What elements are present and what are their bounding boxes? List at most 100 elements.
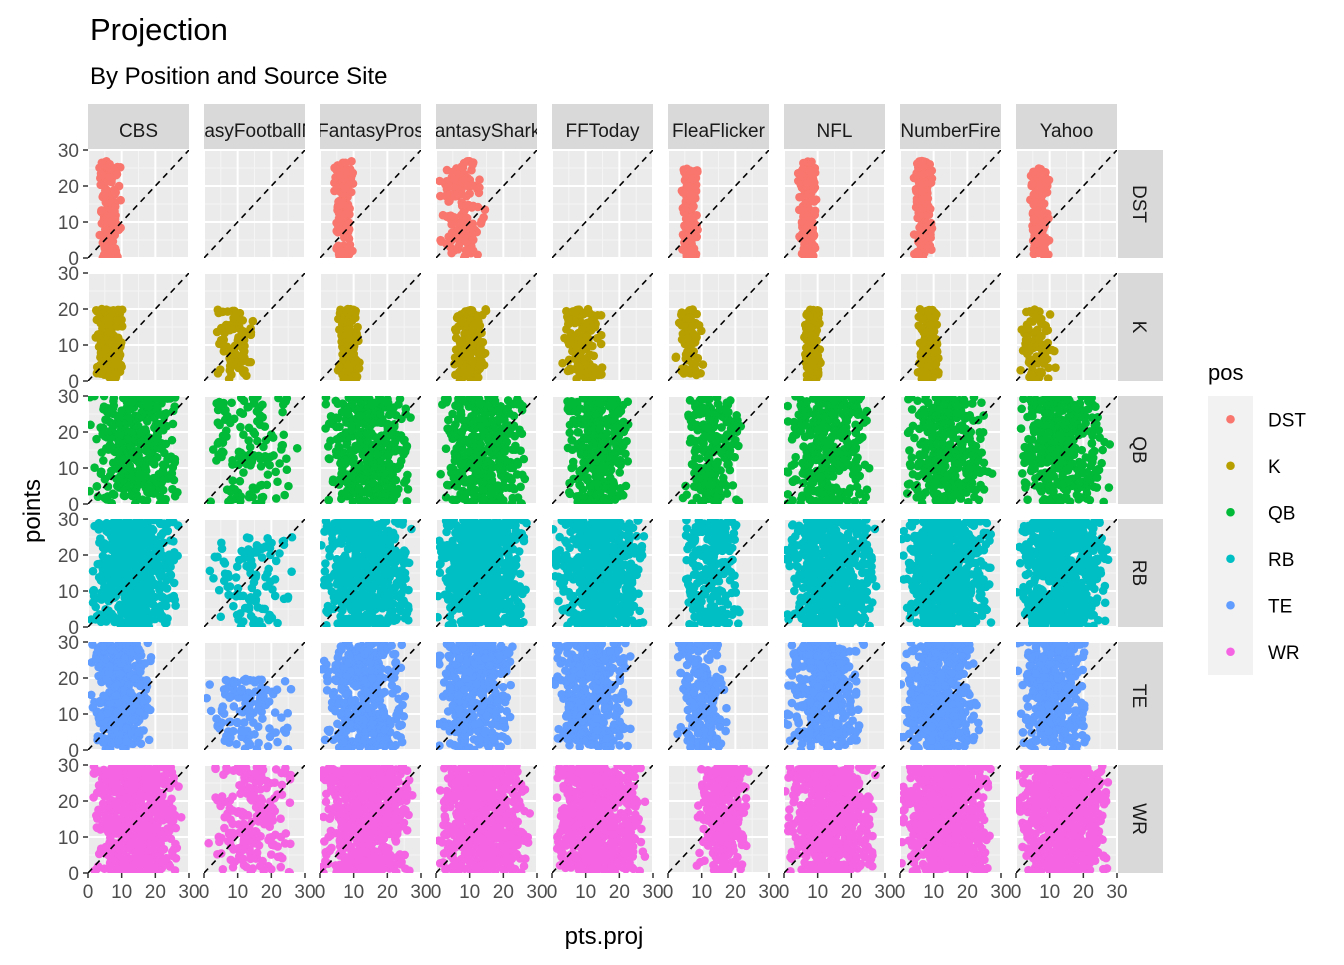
scatter-point	[468, 325, 477, 334]
scatter-point	[101, 356, 110, 365]
scatter-point	[597, 433, 606, 442]
scatter-point	[578, 442, 587, 451]
scatter-point	[589, 465, 598, 474]
scatter-point	[687, 214, 696, 223]
scatter-point	[227, 398, 236, 407]
scatter-point	[447, 469, 456, 478]
scatter-point	[346, 446, 355, 455]
scatter-point	[510, 485, 519, 494]
scatter-point	[970, 393, 979, 402]
scatter-point	[593, 417, 602, 426]
scatter-point	[511, 445, 520, 454]
scatter-point	[168, 485, 177, 494]
scatter-point	[100, 190, 109, 199]
scatter-point	[86, 393, 95, 402]
scatter-point	[686, 247, 695, 256]
scatter-point	[925, 169, 934, 178]
scatter-point	[264, 470, 273, 479]
scatter-point	[611, 455, 620, 464]
scatter-point	[343, 326, 352, 335]
scatter-point	[261, 452, 270, 461]
scatter-point	[218, 447, 227, 456]
scatter-point	[591, 410, 600, 419]
scatter-point	[790, 418, 799, 427]
facet-panel	[668, 150, 769, 262]
scatter-point	[518, 470, 527, 479]
scatter-point	[609, 393, 618, 402]
scatter-point	[580, 309, 589, 318]
scatter-point	[109, 397, 118, 406]
facet-strip-label: DST	[1128, 185, 1149, 223]
scatter-point	[488, 418, 497, 427]
scatter-point	[384, 459, 393, 468]
scatter-point	[236, 408, 245, 417]
scatter-point	[494, 481, 503, 490]
scatter-point	[374, 498, 383, 507]
scatter-point	[815, 319, 824, 328]
scatter-point	[161, 495, 170, 504]
scatter-point	[783, 402, 792, 411]
scatter-point	[339, 315, 348, 324]
scatter-point	[244, 403, 253, 412]
scatter-point	[791, 392, 800, 401]
scatter-point	[343, 492, 352, 501]
scatter-point	[822, 424, 831, 433]
facet-panel	[204, 392, 305, 508]
facet-panel	[1016, 150, 1117, 260]
scatter-point	[468, 160, 477, 169]
scatter-point	[682, 350, 691, 359]
scatter-point	[711, 436, 720, 445]
scatter-point	[927, 320, 936, 329]
scatter-point	[109, 423, 118, 432]
scatter-point	[844, 440, 853, 449]
scatter-point	[612, 447, 621, 456]
scatter-point	[1029, 200, 1038, 209]
scatter-point	[447, 249, 456, 258]
scatter-point	[824, 483, 833, 492]
scatter-point	[689, 175, 698, 184]
scatter-point	[263, 481, 272, 490]
scatter-point	[689, 339, 698, 348]
scatter-point	[799, 442, 808, 451]
scatter-point	[376, 409, 385, 418]
scatter-point	[347, 471, 356, 480]
scatter-point	[719, 474, 728, 483]
scatter-point	[861, 460, 870, 469]
scatter-point	[142, 447, 151, 456]
scatter-point	[566, 364, 575, 373]
scatter-point	[798, 459, 807, 468]
scatter-point	[699, 360, 708, 369]
scatter-point	[686, 166, 695, 175]
scatter-point	[1025, 358, 1034, 367]
scatter-point	[805, 241, 814, 250]
scatter-point	[215, 438, 224, 447]
scatter-point	[809, 232, 818, 241]
scatter-point	[504, 396, 513, 405]
scatter-point	[102, 305, 111, 314]
scatter-point	[717, 449, 726, 458]
scatter-point	[138, 400, 147, 409]
scatter-point	[155, 410, 164, 419]
facet-panel	[784, 150, 885, 260]
scatter-point	[801, 433, 810, 442]
scatter-point	[441, 192, 450, 201]
scatter-point	[975, 496, 984, 505]
scatter-point	[487, 499, 496, 508]
scatter-point	[683, 222, 692, 231]
scatter-point	[334, 197, 343, 206]
scatter-point	[447, 220, 456, 229]
scatter-point	[121, 427, 130, 436]
scatter-point	[442, 444, 451, 453]
scatter-point	[455, 315, 464, 324]
scatter-point	[101, 345, 110, 354]
scatter-point	[100, 392, 109, 401]
scatter-point	[102, 444, 111, 453]
scatter-point	[500, 475, 509, 484]
scatter-point	[283, 465, 292, 474]
facet-panel	[320, 273, 421, 385]
scatter-point	[514, 460, 523, 469]
facet-panel	[320, 392, 421, 508]
scatter-point	[1050, 347, 1059, 356]
scatter-point	[687, 434, 696, 443]
